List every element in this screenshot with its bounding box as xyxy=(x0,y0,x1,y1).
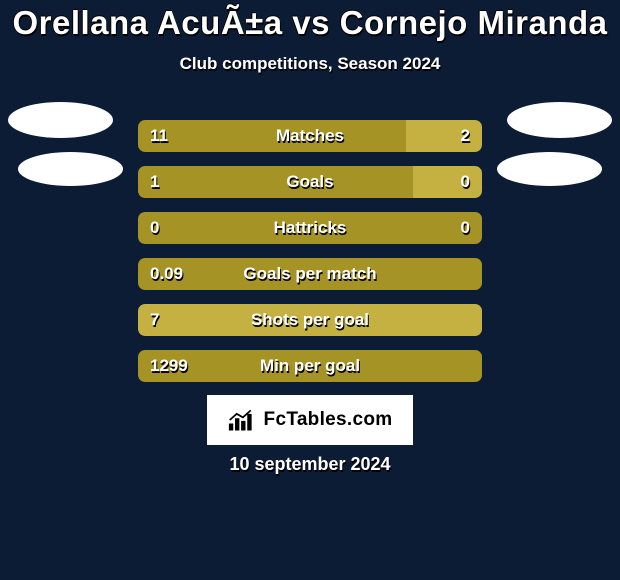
bar-label: Goals per match xyxy=(243,264,376,284)
bar-left-value: 1 xyxy=(150,172,159,192)
stat-bar: 11 2 Matches xyxy=(138,120,482,152)
bar-left-value: 0.09 xyxy=(150,264,183,284)
stat-bar: 7 Shots per goal xyxy=(138,304,482,336)
stat-bar: 1299 Min per goal xyxy=(138,350,482,382)
bar-label: Goals xyxy=(286,172,333,192)
stat-bar: 0 0 Hattricks xyxy=(138,212,482,244)
bar-label: Min per goal xyxy=(260,356,360,376)
bar-left-value: 1299 xyxy=(150,356,188,376)
bar-seg-left xyxy=(138,166,413,198)
flag-left-1 xyxy=(8,102,113,138)
page-title: Orellana AcuÃ±a vs Cornejo Miranda xyxy=(0,0,620,42)
bar-left-value: 0 xyxy=(150,218,159,238)
bar-seg-right xyxy=(406,120,482,152)
bar-right-value: 0 xyxy=(461,172,470,192)
page-subtitle: Club competitions, Season 2024 xyxy=(0,54,620,74)
bar-left-value: 7 xyxy=(150,310,159,330)
bar-seg-right xyxy=(413,166,482,198)
bar-label: Shots per goal xyxy=(251,310,369,330)
bar-right-value: 0 xyxy=(461,218,470,238)
stat-bar: 1 0 Goals xyxy=(138,166,482,198)
flag-right-2 xyxy=(497,152,602,186)
chart-icon xyxy=(228,409,256,431)
flag-right-1 xyxy=(507,102,612,138)
footer-date: 10 september 2024 xyxy=(229,454,390,475)
bar-left-value: 11 xyxy=(150,126,168,146)
brand-badge: FcTables.com xyxy=(207,395,413,445)
bar-label: Hattricks xyxy=(274,218,347,238)
bar-label: Matches xyxy=(276,126,344,146)
bar-seg-left xyxy=(138,120,406,152)
bar-right-value: 2 xyxy=(461,126,470,146)
stat-bar: 0.09 Goals per match xyxy=(138,258,482,290)
brand-text: FcTables.com xyxy=(264,409,393,431)
flag-left-2 xyxy=(18,152,123,186)
comparison-bars: 11 2 Matches 1 0 Goals 0 0 Hattricks 0.09 Goals pe… xyxy=(138,120,482,396)
